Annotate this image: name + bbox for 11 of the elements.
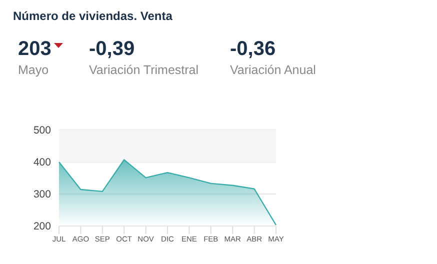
y-tick-label: 500 bbox=[33, 124, 52, 137]
y-tick-label: 300 bbox=[33, 188, 52, 201]
text: Variación Anual bbox=[230, 63, 316, 77]
text: -0,36 bbox=[230, 38, 276, 60]
text: -0,39 bbox=[89, 38, 135, 60]
text: 203 bbox=[18, 38, 52, 60]
y-tick-label: 400 bbox=[33, 156, 52, 169]
y-tick-label: 200 bbox=[33, 220, 52, 233]
text: Mayo bbox=[18, 63, 50, 77]
chart-title: Número de viviendas. Venta bbox=[13, 9, 172, 23]
text: Variación Trimestral bbox=[89, 63, 199, 77]
